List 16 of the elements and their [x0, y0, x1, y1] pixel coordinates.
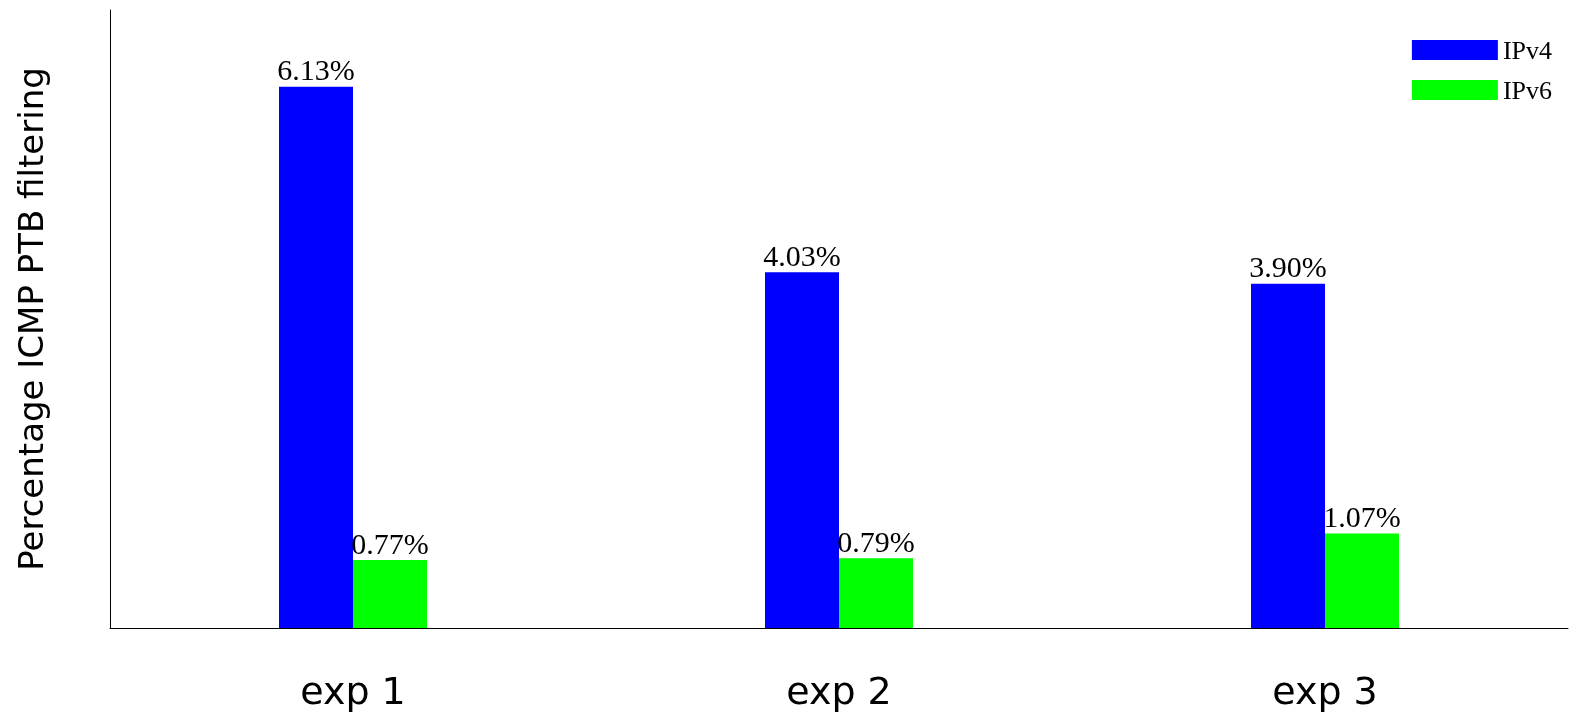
- bar: [279, 86, 353, 628]
- bar: [765, 272, 839, 628]
- data-label: 1.07%: [1323, 500, 1401, 534]
- bar: [839, 558, 913, 628]
- x-tick-label: exp 1: [300, 669, 406, 713]
- x-tick-label: exp 3: [1272, 669, 1378, 713]
- bar: [353, 560, 427, 628]
- bar: [1251, 283, 1325, 628]
- legend-label: IPv4: [1502, 35, 1553, 65]
- data-label: 6.13%: [277, 53, 355, 87]
- x-tick-label: exp 2: [786, 669, 892, 713]
- data-label: 4.03%: [763, 238, 841, 272]
- legend-label: IPv6: [1502, 75, 1553, 105]
- bar: [1325, 533, 1399, 628]
- data-label: 3.90%: [1249, 250, 1327, 284]
- y-axis-title: Percentage ICMP PTB filtering: [11, 67, 51, 571]
